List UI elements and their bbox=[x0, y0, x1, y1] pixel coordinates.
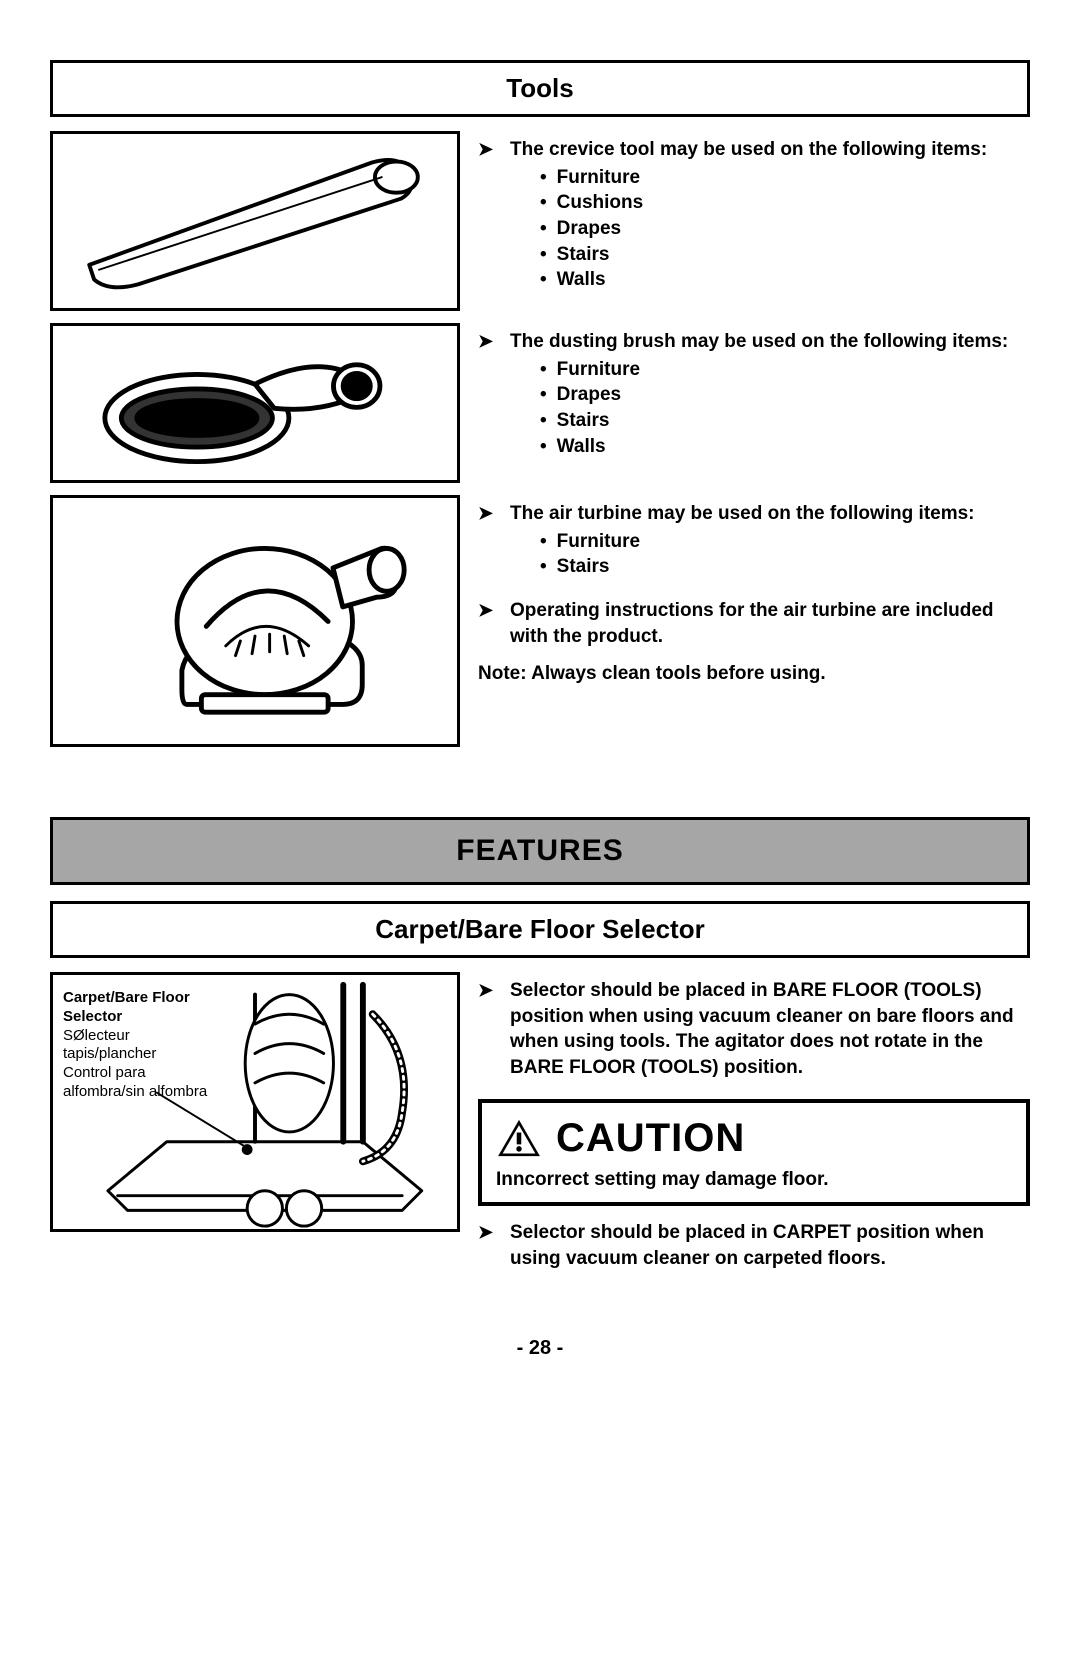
list-item: Stairs bbox=[557, 554, 610, 580]
air-turbine-illustration bbox=[50, 495, 460, 747]
turbine-desc: ➤ The air turbine may be used on the fol… bbox=[478, 495, 1030, 747]
dusting-row: ➤ The dusting brush may be used on the f… bbox=[50, 323, 1030, 483]
selector-callout: Carpet/Bare Floor Selector SØlecteur tap… bbox=[63, 989, 213, 1102]
page-number: - 28 - bbox=[50, 1337, 1030, 1360]
arrow-icon: ➤ bbox=[478, 1220, 500, 1271]
caution-head-text: CAUTION bbox=[556, 1111, 745, 1165]
list-item: Drapes bbox=[557, 382, 621, 408]
list-item: Furniture bbox=[557, 357, 640, 383]
selector-row: Carpet/Bare Floor Selector SØlecteur tap… bbox=[50, 972, 1030, 1277]
dusting-desc: ➤ The dusting brush may be used on the f… bbox=[478, 323, 1030, 483]
arrow-icon: ➤ bbox=[478, 137, 500, 293]
arrow-icon: ➤ bbox=[478, 501, 500, 580]
caution-box: CAUTION Inncorrect setting may damage fl… bbox=[478, 1099, 1030, 1207]
list-item: Walls bbox=[557, 434, 606, 460]
list-item: Furniture bbox=[557, 529, 640, 555]
carpet-text: Selector should be placed in CARPET posi… bbox=[510, 1220, 1030, 1271]
arrow-icon: ➤ bbox=[478, 598, 500, 649]
list-item: Stairs bbox=[557, 242, 610, 268]
features-banner: FEATURES bbox=[50, 817, 1030, 885]
tools-title: Tools bbox=[50, 60, 1030, 117]
list-item: Furniture bbox=[557, 165, 640, 191]
list-item: Stairs bbox=[557, 408, 610, 434]
crevice-row: ➤ The crevice tool may be used on the fo… bbox=[50, 131, 1030, 311]
selector-title: Carpet/Bare Floor Selector bbox=[50, 901, 1030, 958]
warning-icon bbox=[496, 1118, 542, 1158]
dusting-brush-illustration bbox=[50, 323, 460, 483]
bare-floor-text: Selector should be placed in BARE FLOOR … bbox=[510, 978, 1030, 1081]
arrow-icon: ➤ bbox=[478, 329, 500, 459]
turbine-instruction: Operating instructions for the air turbi… bbox=[510, 598, 1030, 649]
list-item: Cushions bbox=[557, 190, 644, 216]
crevice-tool-illustration bbox=[50, 131, 460, 311]
turbine-row: ➤ The air turbine may be used on the fol… bbox=[50, 495, 1030, 747]
vacuum-selector-illustration: Carpet/Bare Floor Selector SØlecteur tap… bbox=[50, 972, 460, 1232]
crevice-desc: ➤ The crevice tool may be used on the fo… bbox=[478, 131, 1030, 311]
dusting-intro: The dusting brush may be used on the fol… bbox=[510, 331, 1008, 352]
caution-text: Inncorrect setting may damage floor. bbox=[496, 1167, 1012, 1193]
list-item: Drapes bbox=[557, 216, 621, 242]
crevice-intro: The crevice tool may be used on the foll… bbox=[510, 139, 987, 160]
tools-note: Note: Always clean tools before using. bbox=[478, 661, 1030, 687]
list-item: Walls bbox=[557, 267, 606, 293]
arrow-icon: ➤ bbox=[478, 978, 500, 1081]
selector-desc: ➤ Selector should be placed in BARE FLOO… bbox=[478, 972, 1030, 1277]
turbine-intro: The air turbine may be used on the follo… bbox=[510, 503, 975, 524]
